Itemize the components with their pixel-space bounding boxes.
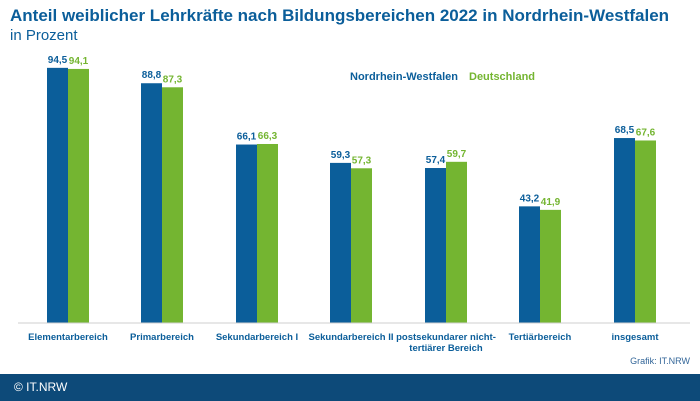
bar-de-5 <box>540 209 561 323</box>
bar-chart: Nordrhein-Westfalen Deutschland 94,5 94,1 8… <box>18 55 690 354</box>
value-label-de-6: 67,6 <box>636 127 656 138</box>
legend: Nordrhein-Westfalen Deutschland <box>350 71 535 83</box>
value-label-nrw-4: 57,4 <box>426 155 446 166</box>
bar-de-1 <box>162 87 183 323</box>
value-label-nrw-3: 59,3 <box>331 150 351 161</box>
legend-deutschland: Deutschland <box>469 71 535 83</box>
footer-copyright: © IT.NRW <box>14 380 68 394</box>
value-label-de-0: 94,1 <box>69 56 89 67</box>
value-label-de-1: 87,3 <box>163 74 183 85</box>
bar-nrw-2 <box>236 144 257 323</box>
x-tick-label-0: Elementarbereich <box>28 332 108 343</box>
x-tick-label-4-0: postsekundarer nicht- <box>396 332 496 343</box>
bars: 94,5 94,1 88,8 87,3 66,1 66,3 59,3 57,3 57,459,7… <box>47 55 656 324</box>
value-label-nrw-0: 94,5 <box>48 55 68 66</box>
value-label-nrw-2: 66,1 <box>237 132 257 143</box>
bar-nrw-0 <box>47 67 68 323</box>
legend-nordrhein-westfalen: Nordrhein-Westfalen <box>350 71 458 83</box>
value-label-nrw-6: 68,5 <box>615 125 635 136</box>
bar-de-0 <box>68 68 89 324</box>
bar-de-4 <box>446 161 467 323</box>
bar-nrw-4 <box>425 168 446 323</box>
bar-nrw-1 <box>141 83 162 324</box>
value-label-nrw-1: 88,8 <box>142 70 162 81</box>
x-tick-label-4-1: tertiärer Bereich <box>409 343 483 354</box>
bar-de-6 <box>635 140 656 323</box>
chart-subtitle: in Prozent <box>10 27 78 44</box>
bar-de-3 <box>351 168 372 323</box>
x-tick-label-6: insgesamt <box>612 332 660 343</box>
x-tick-labels: Elementarbereich Primarbereich Sekundarber… <box>28 332 659 354</box>
bar-de-2 <box>257 143 278 323</box>
chart-title: Anteil weiblicher Lehrkräfte nach Bildun… <box>10 6 670 25</box>
x-tick-label-5: Tertiärbereich <box>509 332 572 343</box>
bar-nrw-5 <box>519 206 540 323</box>
value-label-de-2: 66,3 <box>258 131 278 142</box>
bar-nrw-6 <box>614 138 635 323</box>
x-tick-label-3: Sekundarbereich II <box>308 332 393 343</box>
value-label-de-3: 57,3 <box>352 155 372 166</box>
x-tick-label-2: Sekundarbereich I <box>216 332 298 343</box>
value-label-de-5: 41,9 <box>541 197 561 208</box>
bar-nrw-3 <box>330 162 351 323</box>
value-label-de-4: 59,7 <box>447 149 467 160</box>
x-tick-label-1: Primarbereich <box>130 332 194 343</box>
footer-bar: © IT.NRW <box>0 374 700 401</box>
value-label-nrw-5: 43,2 <box>520 193 540 204</box>
source-credit: Grafik: IT.NRW <box>630 356 690 366</box>
